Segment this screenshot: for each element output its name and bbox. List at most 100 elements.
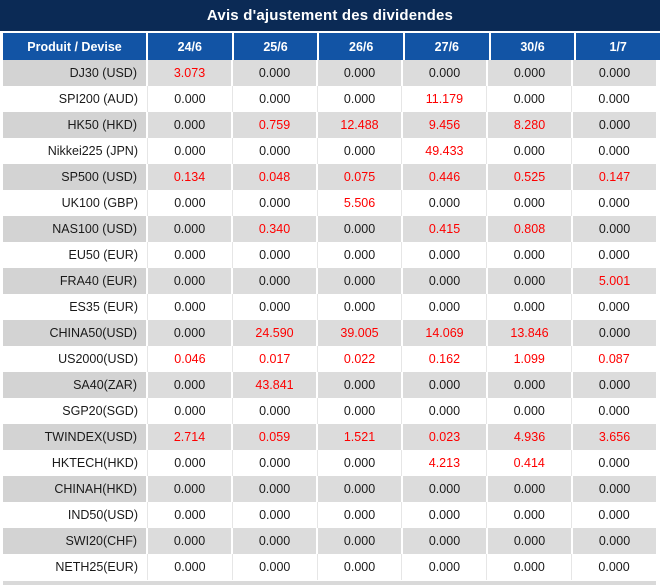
header-date-cell: 1/7 <box>609 39 627 54</box>
value-cell: 0.000 <box>232 190 318 216</box>
value-cell: 0.000 <box>148 528 233 554</box>
value-cell: 0.000 <box>403 528 488 554</box>
table-row: Nikkei225 (JPN) 0.000 0.000 0.000 49.433 0.00… <box>3 138 656 164</box>
table-row: SA40(ZAR) 0.000 43.841 0.000 0.000 0.000 0.000 <box>3 372 656 398</box>
value-cell: 0.017 <box>232 346 318 372</box>
value-cell: 0.000 <box>232 242 318 268</box>
header-date-cell: 25/6 <box>234 33 320 60</box>
value-cell: 0.000 <box>318 372 403 398</box>
value-cell: 0.075 <box>318 164 403 190</box>
table-row: CHINAH(HKD) 0.000 0.000 0.000 0.000 0.000 0.00… <box>3 476 656 502</box>
value-cell: 0.000 <box>148 372 233 398</box>
table-row: ES35 (EUR) 0.000 0.000 0.000 0.000 0.000 0.000 <box>3 294 656 320</box>
value-cell: 0.000 <box>148 216 233 242</box>
table-row: IND50(USD) 0.000 0.000 0.000 0.000 0.000 0.000 <box>3 502 656 528</box>
value-cell: 4.936 <box>488 424 573 450</box>
value-cell: 1.099 <box>487 346 573 372</box>
value-cell: 0.415 <box>403 216 488 242</box>
value-cell: 0.000 <box>572 294 656 320</box>
value-cell: 0.340 <box>233 216 318 242</box>
value-cell: 0.000 <box>402 242 488 268</box>
value-cell: 0.000 <box>487 190 573 216</box>
value-cell: 0.000 <box>148 502 233 528</box>
value-cell: 0.048 <box>233 164 318 190</box>
product-cell: SA40(ZAR) <box>3 372 148 398</box>
bottom-edge <box>3 581 656 585</box>
value-cell: 3.073 <box>148 60 233 86</box>
value-cell: 0.000 <box>232 450 318 476</box>
table-row: HK50 (HKD) 0.000 0.759 12.488 9.456 8.280 0.00… <box>3 112 656 138</box>
value-cell: 2.714 <box>148 424 233 450</box>
product-cell: HKTECH(HKD) <box>3 450 148 476</box>
product-cell: SPI200 (AUD) <box>3 86 148 112</box>
value-cell: 0.000 <box>488 528 573 554</box>
table-body: DJ30 (USD) 3.073 0.000 0.000 0.000 0.000 0.000… <box>3 60 656 580</box>
value-cell: 5.001 <box>573 268 656 294</box>
value-cell: 0.000 <box>232 398 318 424</box>
header-date-cell: 26/6 <box>319 33 406 60</box>
product-cell: CHINA50(USD) <box>3 320 148 346</box>
value-cell: 0.000 <box>233 528 318 554</box>
table-header-row: Produit / Devise 24/6 25/6 26/6 27/6 30/6 1/7 <box>3 33 660 60</box>
value-cell: 0.000 <box>573 320 656 346</box>
value-cell: 49.433 <box>402 138 488 164</box>
table-row: UK100 (GBP) 0.000 0.000 5.506 0.000 0.000 0.00… <box>3 190 656 216</box>
value-cell: 0.000 <box>317 450 403 476</box>
value-cell: 0.000 <box>233 268 318 294</box>
value-cell: 0.000 <box>317 294 403 320</box>
value-cell: 0.000 <box>487 502 573 528</box>
value-cell: 3.656 <box>573 424 656 450</box>
value-cell: 1.521 <box>318 424 403 450</box>
product-cell: EU50 (EUR) <box>3 242 148 268</box>
value-cell: 4.213 <box>402 450 488 476</box>
value-cell: 0.000 <box>402 294 488 320</box>
table-row: NETH25(EUR) 0.000 0.000 0.000 0.000 0.000 0.00… <box>3 554 656 580</box>
product-cell: UK100 (GBP) <box>3 190 148 216</box>
value-cell: 0.000 <box>148 138 233 164</box>
value-cell: 0.000 <box>148 398 233 424</box>
value-cell: 0.000 <box>318 216 403 242</box>
header-date-cell: 27/6 <box>405 33 491 60</box>
value-cell: 0.000 <box>148 554 233 580</box>
value-cell: 0.147 <box>573 164 656 190</box>
value-cell: 12.488 <box>318 112 403 138</box>
value-cell: 0.000 <box>572 138 656 164</box>
product-cell: CHINAH(HKD) <box>3 476 148 502</box>
value-cell: 0.525 <box>488 164 573 190</box>
table-row: HKTECH(HKD) 0.000 0.000 0.000 4.213 0.414 0.00… <box>3 450 656 476</box>
value-cell: 0.000 <box>572 242 656 268</box>
value-cell: 0.000 <box>148 242 233 268</box>
title-divider <box>0 31 660 33</box>
table-row: SP500 (USD) 0.134 0.048 0.075 0.446 0.525 0.14… <box>3 164 656 190</box>
value-cell: 0.000 <box>572 450 656 476</box>
product-cell: ES35 (EUR) <box>3 294 148 320</box>
product-cell: TWINDEX(USD) <box>3 424 148 450</box>
value-cell: 0.000 <box>573 60 656 86</box>
value-cell: 0.134 <box>148 164 233 190</box>
value-cell: 43.841 <box>233 372 318 398</box>
value-cell: 0.000 <box>487 242 573 268</box>
value-cell: 0.000 <box>232 502 318 528</box>
value-cell: 0.000 <box>148 450 233 476</box>
value-cell: 0.000 <box>403 60 488 86</box>
product-cell: Nikkei225 (JPN) <box>3 138 148 164</box>
value-cell: 0.000 <box>488 60 573 86</box>
product-cell: SGP20(SGD) <box>3 398 148 424</box>
value-cell: 0.000 <box>232 294 318 320</box>
value-cell: 0.000 <box>232 138 318 164</box>
value-cell: 0.000 <box>487 86 573 112</box>
value-cell: 5.506 <box>317 190 403 216</box>
product-cell: IND50(USD) <box>3 502 148 528</box>
value-cell: 0.000 <box>317 242 403 268</box>
value-cell: 0.000 <box>318 476 403 502</box>
table-row: FRA40 (EUR) 0.000 0.000 0.000 0.000 0.000 5.00… <box>3 268 656 294</box>
value-cell: 0.000 <box>572 398 656 424</box>
table-row: SWI20(CHF) 0.000 0.000 0.000 0.000 0.000 0.000 <box>3 528 656 554</box>
value-cell: 0.000 <box>317 554 403 580</box>
value-cell: 0.046 <box>148 346 233 372</box>
value-cell: 0.000 <box>572 86 656 112</box>
value-cell: 0.000 <box>488 268 573 294</box>
header-product-devise: Produit / Devise <box>3 33 148 60</box>
value-cell: 0.000 <box>403 268 488 294</box>
table-row: TWINDEX(USD) 2.714 0.059 1.521 0.023 4.936 3.6… <box>3 424 656 450</box>
